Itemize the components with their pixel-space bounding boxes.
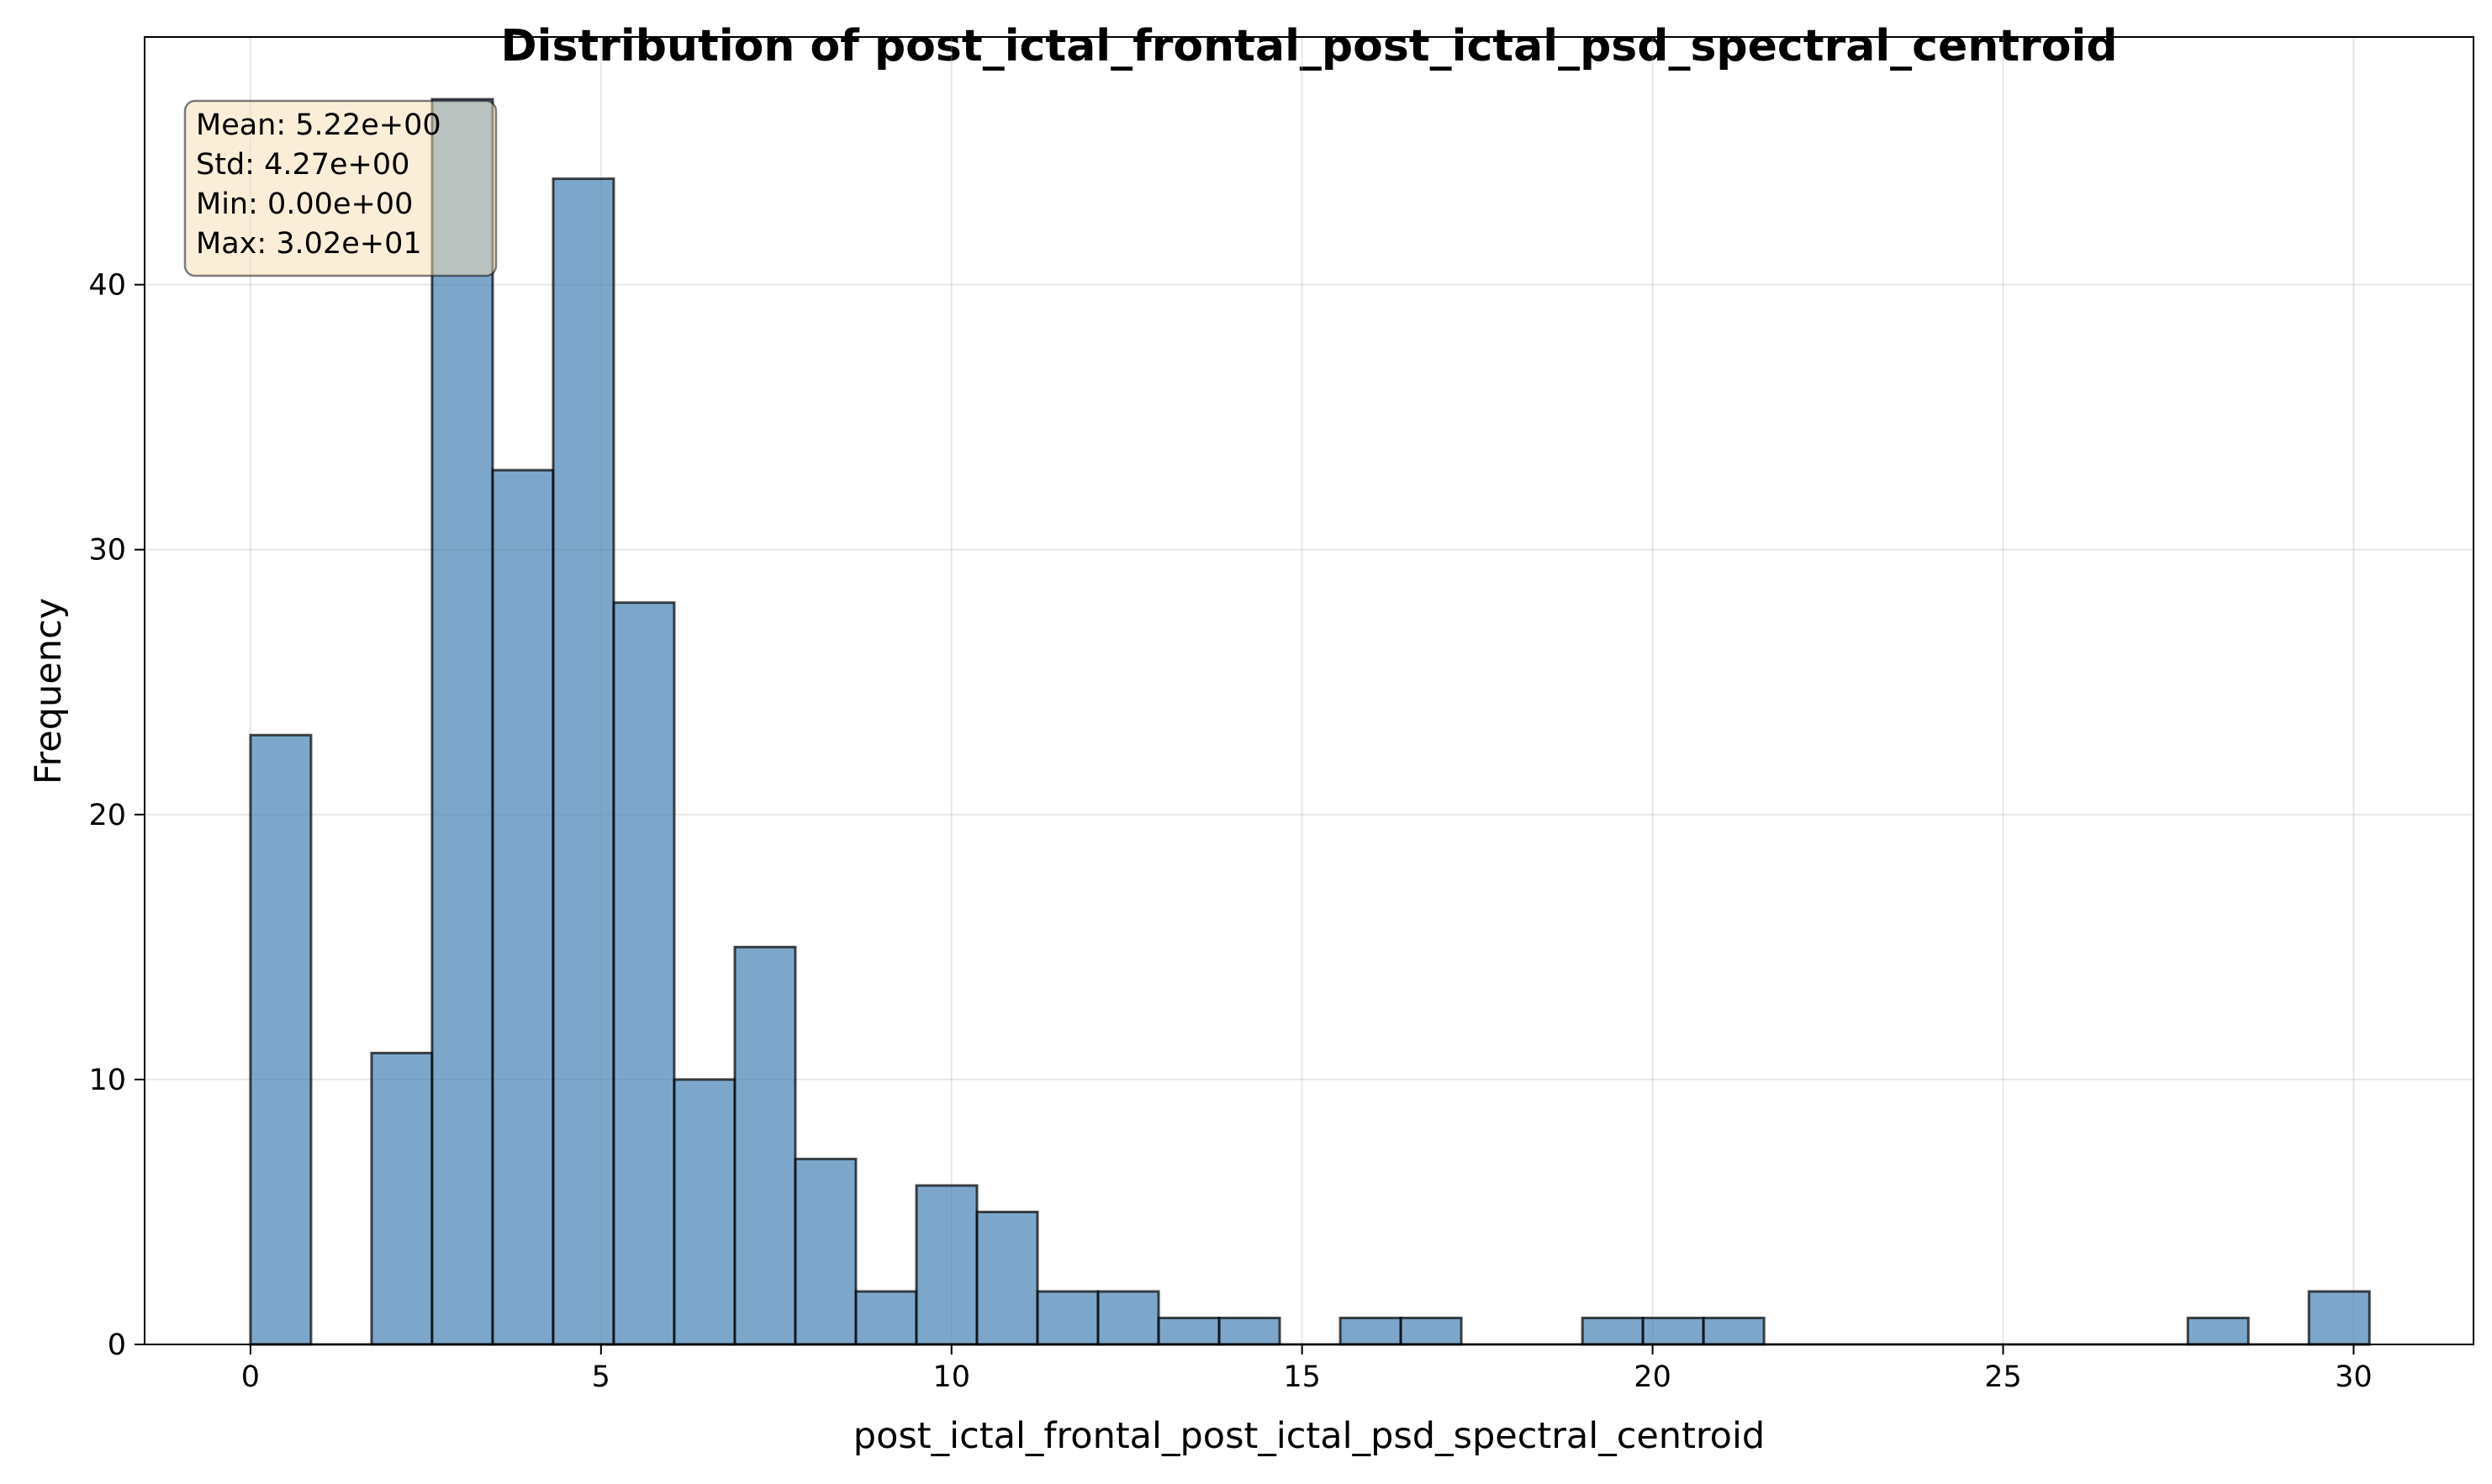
plot-frame [144, 36, 2474, 1345]
histogram-bar [1399, 1316, 1463, 1346]
histogram-bar [249, 733, 313, 1346]
histogram-bar [430, 98, 494, 1346]
histogram-bar [915, 1184, 979, 1346]
stats-mean: Mean: 5.22e+00 [196, 108, 441, 142]
histogram-bar [370, 1051, 434, 1346]
histogram-bar [854, 1290, 918, 1346]
histogram-bar [491, 468, 555, 1346]
x-tick-label: 15 [1283, 1360, 1321, 1394]
x-tick-label: 25 [1984, 1360, 2022, 1394]
histogram-bar [1641, 1316, 1705, 1346]
stats-min: Min: 0.00e+00 [196, 187, 413, 221]
x-tick-label: 0 [241, 1360, 260, 1394]
y-tick-label: 10 [88, 1064, 126, 1097]
stats-std: Std: 4.27e+00 [196, 148, 409, 182]
chart-title: Distribution of post_ictal_frontal_post_… [500, 21, 2117, 71]
x-tick-label: 10 [932, 1360, 970, 1394]
x-axis-ticks: 0 5 10 15 20 25 30 [241, 1344, 2373, 1394]
histogram-bar [1096, 1290, 1160, 1346]
histogram-bar [1702, 1316, 1766, 1346]
histogram-bar [2186, 1316, 2250, 1346]
y-axis-ticks: 0 10 20 30 40 [88, 269, 145, 1362]
y-tick-label: 40 [88, 269, 126, 303]
histogram-bar [673, 1078, 737, 1346]
stats-box: Mean: 5.22e+00 Std: 4.27e+00 Min: 0.00e+… [183, 99, 498, 277]
x-tick-label: 30 [2335, 1360, 2373, 1394]
stats-box-background [183, 99, 498, 277]
stats-max: Max: 3.02e+01 [196, 227, 422, 261]
histogram-bar [1338, 1316, 1402, 1346]
histogram-bar [612, 601, 676, 1346]
histogram-bar [1581, 1316, 1645, 1346]
histogram-bar [2307, 1290, 2371, 1346]
x-axis-label: post_ictal_frontal_post_ictal_psd_spectr… [853, 1415, 1765, 1457]
histogram-bars [249, 98, 2371, 1346]
histogram-bar [552, 177, 615, 1346]
histogram-bar [794, 1157, 858, 1346]
x-tick-label: 20 [1634, 1360, 1671, 1394]
histogram-bar [975, 1210, 1039, 1346]
y-axis-label: Frequency [28, 598, 70, 784]
histogram-bar [1217, 1316, 1281, 1346]
y-tick-label: 0 [108, 1328, 126, 1362]
histogram-bar [1036, 1290, 1100, 1346]
histogram-bar [1157, 1316, 1221, 1346]
histogram-bar [733, 945, 797, 1346]
x-tick-label: 5 [592, 1360, 610, 1394]
y-tick-label: 30 [88, 534, 126, 568]
y-tick-label: 20 [88, 799, 126, 832]
